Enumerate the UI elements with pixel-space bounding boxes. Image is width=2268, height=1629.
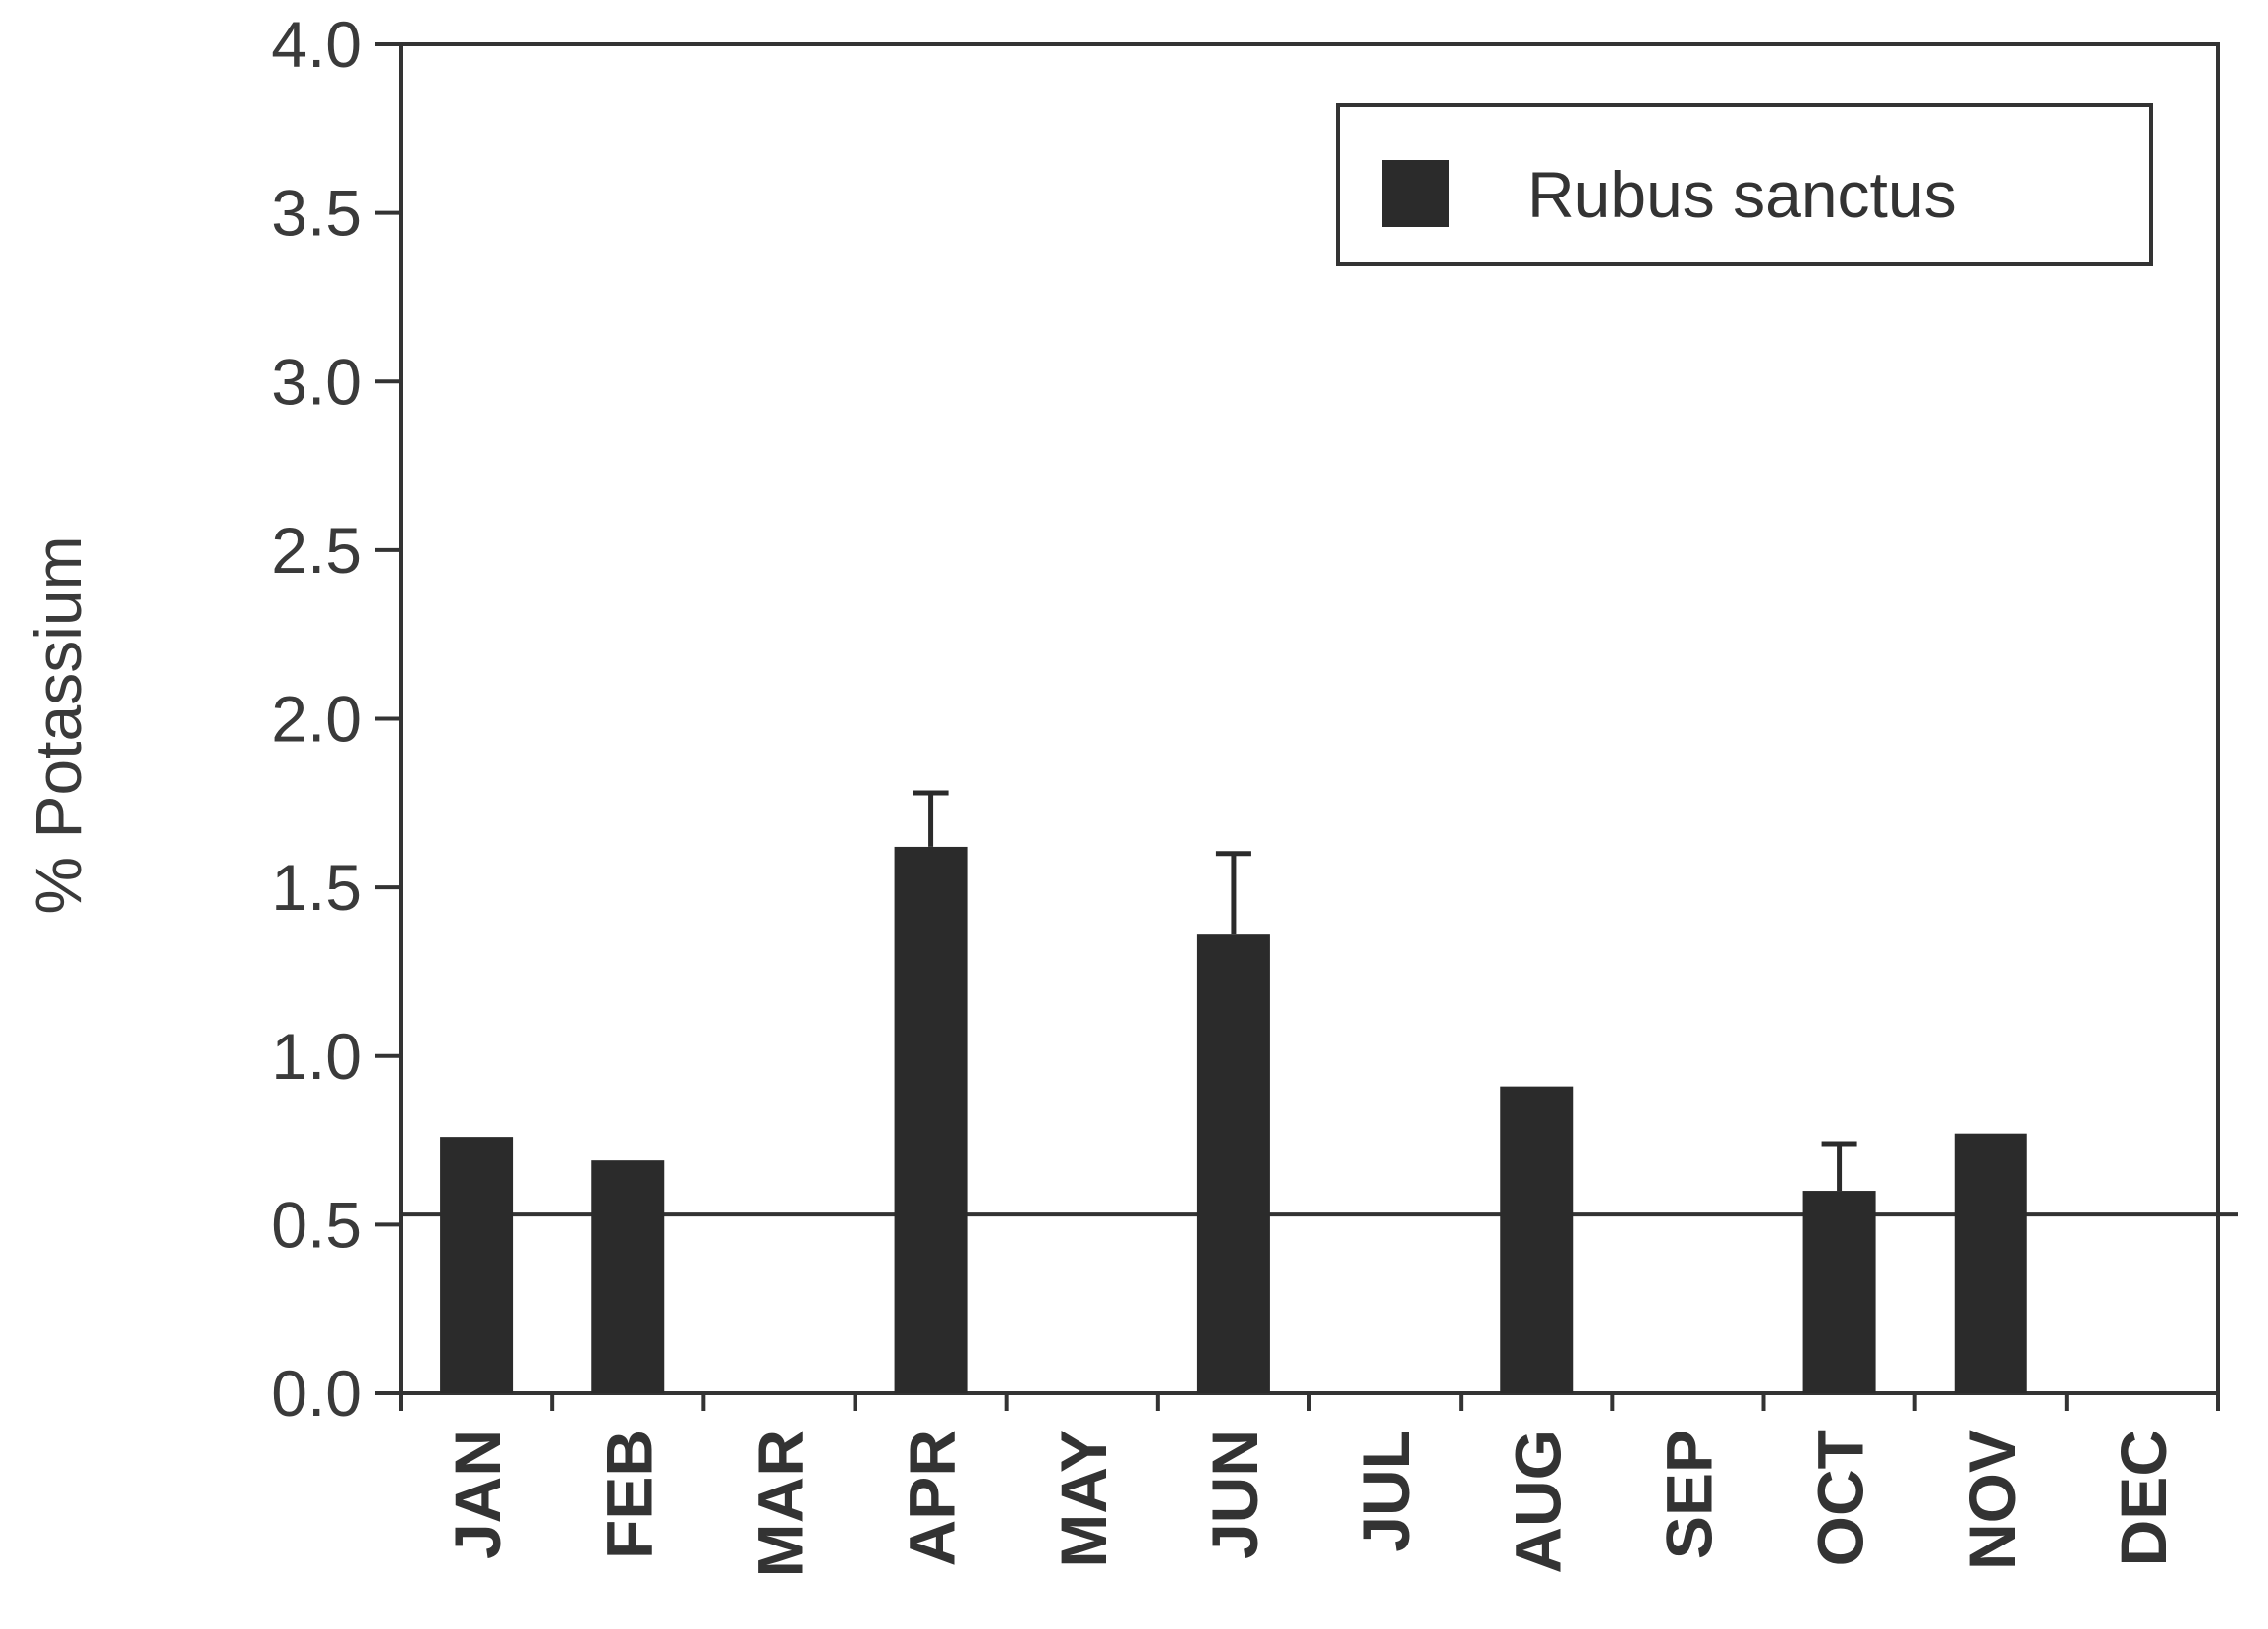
x-tick-label: AUG [1501,1430,1574,1574]
bar-feb [591,1160,665,1393]
y-tick-label: 3.5 [271,177,361,250]
x-axis-ticks: JAN FEB MAR APR MAY JUN JUL AUG SEP OCT NOV DEC [399,1393,2220,1577]
bar-jun [1196,934,1270,1393]
legend-swatch [1382,160,1449,227]
y-axis-ticks: 0.0 0.5 1.0 1.5 2.0 2.5 3.0 3.5 4.0 [271,8,401,1430]
y-tick-label: 3.0 [271,345,361,418]
bars-layer [440,846,2027,1393]
error-bars-layer [913,790,1857,1192]
x-tick-label: MAY [1047,1430,1120,1568]
x-tick-label: JUL [1350,1430,1422,1552]
x-tick-label: APR [896,1430,968,1566]
x-tick-label: JUN [1198,1430,1271,1559]
y-tick-label: 1.0 [271,1020,361,1093]
legend-box [1336,103,2153,266]
legend-label: Rubus sanctus [1527,158,1957,231]
y-tick-label: 1.5 [271,851,361,924]
bar-nov [1954,1133,2027,1393]
y-tick-label: 0.0 [271,1357,361,1430]
legend: Rubus sanctus [1336,103,2153,266]
x-tick-label: NOV [1956,1430,2028,1570]
x-tick-label: DEC [2107,1430,2180,1566]
x-tick-label: FEB [592,1430,665,1559]
x-tick-label: OCT [1804,1430,1877,1566]
y-tick-label: 0.5 [271,1188,361,1261]
bar-aug [1500,1086,1574,1393]
y-tick-label: 4.0 [271,8,361,81]
y-axis-title: % Potassium [22,535,94,914]
y-tick-label: 2.5 [271,514,361,587]
bar-apr [894,846,968,1393]
bar-oct [1802,1191,1876,1393]
y-tick-label: 2.0 [271,683,361,756]
bar-jan [440,1137,514,1393]
x-tick-label: MAR [744,1430,816,1577]
x-tick-label: JAN [441,1430,514,1559]
x-tick-label: SEP [1652,1430,1725,1559]
